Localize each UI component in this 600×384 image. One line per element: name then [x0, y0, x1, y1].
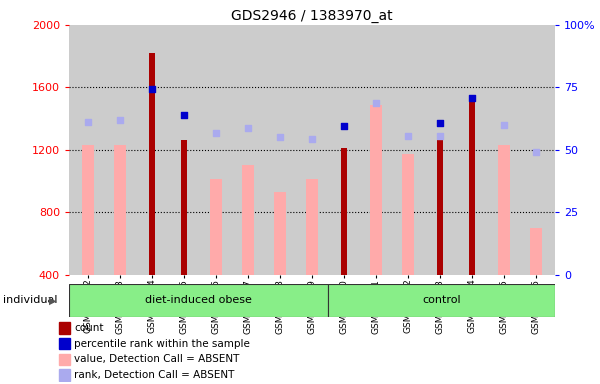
- Bar: [328, 284, 555, 317]
- Point: [211, 129, 221, 136]
- Bar: [341, 148, 347, 275]
- Bar: [469, 97, 475, 275]
- Point: [467, 95, 476, 101]
- Point: [339, 123, 349, 129]
- Bar: [498, 145, 510, 275]
- Point: [179, 113, 189, 119]
- Bar: [149, 53, 155, 275]
- Point: [435, 120, 445, 126]
- Bar: [69, 284, 328, 317]
- Point: [148, 86, 157, 92]
- Bar: [59, 369, 70, 381]
- Text: percentile rank within the sample: percentile rank within the sample: [74, 339, 250, 349]
- Bar: [274, 192, 286, 275]
- Point: [275, 134, 285, 140]
- Point: [115, 117, 125, 123]
- Bar: [59, 354, 70, 365]
- Point: [307, 136, 317, 142]
- Text: value, Detection Call = ABSENT: value, Detection Call = ABSENT: [74, 354, 240, 364]
- Title: GDS2946 / 1383970_at: GDS2946 / 1383970_at: [231, 8, 393, 23]
- Text: ▶: ▶: [49, 295, 57, 306]
- Text: count: count: [74, 323, 104, 333]
- Bar: [402, 154, 414, 275]
- Bar: [306, 179, 318, 275]
- Point: [531, 149, 541, 155]
- Bar: [530, 228, 542, 275]
- Bar: [210, 179, 222, 275]
- Point: [371, 100, 381, 106]
- Bar: [437, 137, 443, 275]
- Bar: [114, 145, 126, 275]
- Bar: [242, 166, 254, 275]
- Bar: [59, 323, 70, 334]
- Point: [243, 125, 253, 131]
- Bar: [370, 104, 382, 275]
- Point: [83, 119, 93, 125]
- Point: [499, 122, 509, 128]
- Text: control: control: [422, 295, 461, 306]
- Bar: [82, 145, 94, 275]
- Text: individual: individual: [3, 295, 58, 306]
- Point: [403, 132, 413, 139]
- Bar: [181, 141, 187, 275]
- Text: diet-induced obese: diet-induced obese: [145, 295, 252, 306]
- Text: rank, Detection Call = ABSENT: rank, Detection Call = ABSENT: [74, 370, 235, 380]
- Point: [435, 132, 445, 139]
- Bar: [59, 338, 70, 349]
